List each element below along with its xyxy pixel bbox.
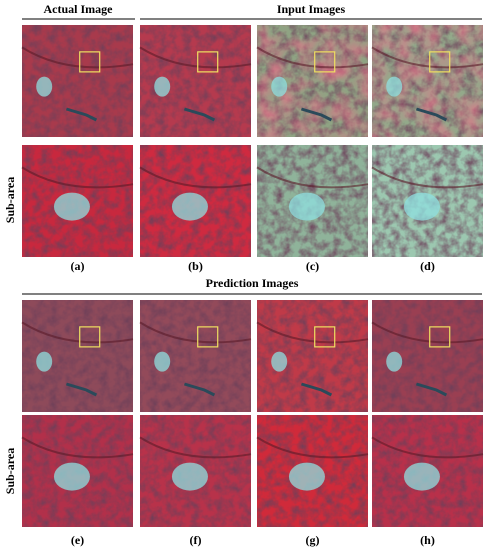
row-label: Sub-area (3, 177, 17, 223)
image (21, 25, 134, 137)
city (386, 76, 403, 97)
image (139, 415, 252, 527)
image (139, 25, 252, 137)
row-label: Sub-area (3, 448, 17, 494)
city (403, 192, 440, 221)
panel-label: (e) (71, 533, 84, 547)
header-lines (22, 18, 482, 295)
panel-label: (d) (420, 259, 435, 273)
lake (65, 107, 98, 122)
river (21, 321, 134, 344)
city (403, 462, 440, 491)
lake (183, 382, 216, 397)
city (271, 351, 288, 372)
panel-label: (f) (190, 533, 202, 547)
city (53, 462, 90, 491)
image (256, 145, 369, 257)
panel-label: (c) (306, 259, 319, 273)
image-grid (21, 25, 484, 527)
city (53, 192, 90, 221)
image (371, 415, 484, 527)
panel-label: (h) (420, 533, 435, 547)
city (288, 462, 325, 491)
lake (183, 107, 216, 122)
panel-label: (a) (71, 259, 85, 273)
city (36, 351, 53, 372)
river (371, 436, 484, 459)
city (171, 192, 208, 221)
lake (300, 107, 333, 122)
city (288, 192, 325, 221)
header-actual: Actual Image (44, 2, 114, 16)
river (139, 436, 252, 459)
city (154, 76, 171, 97)
image (371, 145, 484, 257)
image (21, 415, 134, 527)
image (371, 300, 484, 412)
river (139, 321, 252, 344)
header-prediction: Prediction Images (206, 276, 299, 290)
zoom-box (429, 326, 451, 348)
lake (415, 107, 448, 122)
city (154, 351, 171, 372)
image (256, 300, 369, 412)
lake (415, 382, 448, 397)
zoom-box (79, 51, 101, 73)
lake (300, 382, 333, 397)
city (271, 76, 288, 97)
river (21, 436, 134, 459)
river (371, 166, 484, 189)
zoom-box (429, 51, 451, 73)
river (256, 166, 369, 189)
panel-label: (b) (188, 259, 203, 273)
river (139, 46, 252, 69)
river (371, 321, 484, 344)
zoom-box (314, 51, 336, 73)
river (21, 46, 134, 69)
image (256, 415, 369, 527)
image (21, 300, 134, 412)
city (36, 76, 53, 97)
zoom-box (79, 326, 101, 348)
image (21, 145, 134, 257)
header-input: Input Images (277, 2, 346, 16)
image (371, 25, 484, 137)
panel-label: (g) (306, 533, 320, 547)
image (139, 145, 252, 257)
zoom-box (197, 326, 219, 348)
river (256, 321, 369, 344)
image (256, 25, 369, 137)
city (171, 462, 208, 491)
city (386, 351, 403, 372)
lake (65, 382, 98, 397)
zoom-box (314, 326, 336, 348)
river (256, 436, 369, 459)
river (21, 166, 134, 189)
river (371, 46, 484, 69)
river (139, 166, 252, 189)
image (139, 300, 252, 412)
river (256, 46, 369, 69)
zoom-box (197, 51, 219, 73)
